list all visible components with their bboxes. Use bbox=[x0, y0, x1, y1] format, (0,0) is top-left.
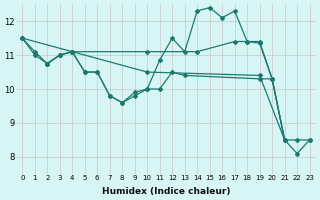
X-axis label: Humidex (Indice chaleur): Humidex (Indice chaleur) bbox=[102, 187, 230, 196]
